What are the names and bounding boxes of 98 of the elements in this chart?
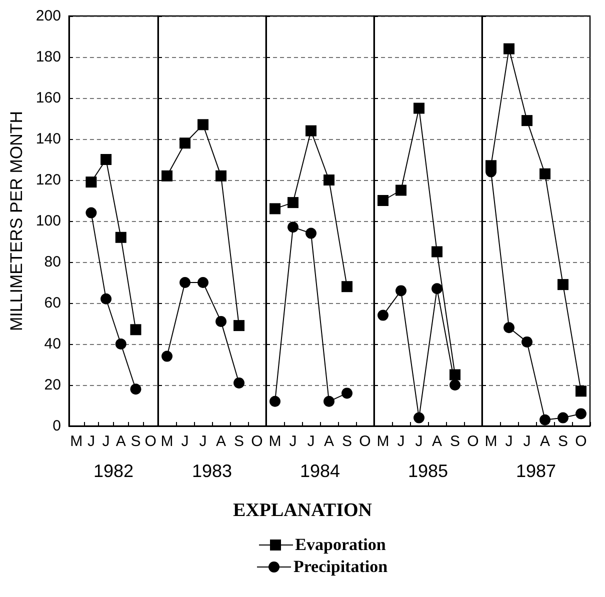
- point: [162, 350, 172, 362]
- point: [540, 168, 550, 180]
- point: [130, 384, 142, 395]
- legend-title: EXPLANATION: [232, 500, 373, 522]
- point: [378, 310, 388, 321]
- x-tick-label: J: [307, 433, 315, 450]
- x-tick-label: A: [216, 433, 226, 450]
- point: [180, 277, 190, 288]
- point: [540, 414, 550, 426]
- y-tick-label: 180: [36, 48, 61, 66]
- y-tick-label: 140: [36, 130, 61, 148]
- y-tick-label: 100: [36, 212, 61, 230]
- x-axis-title: 1983: [192, 461, 232, 481]
- point: [504, 322, 514, 334]
- x-tick-label: J: [289, 433, 297, 450]
- x-tick-label: J: [181, 433, 189, 450]
- point: [198, 277, 208, 288]
- point: [324, 396, 334, 407]
- point: [115, 338, 126, 350]
- point: [432, 246, 442, 258]
- point: [414, 102, 424, 114]
- x-axis-title: 1985: [408, 461, 448, 481]
- x-tick-label: J: [523, 433, 531, 450]
- legend-label: Precipitation: [293, 557, 388, 577]
- x-tick-label: M: [70, 433, 83, 450]
- point: [288, 222, 298, 233]
- x-axis-title: 1987: [516, 461, 556, 481]
- x-tick-label: M: [160, 433, 174, 450]
- point: [414, 412, 424, 424]
- point: [396, 184, 406, 196]
- x-tick-label: A: [540, 433, 550, 450]
- y-tick-label: 60: [44, 294, 61, 312]
- point: [86, 207, 97, 218]
- point: [432, 283, 442, 294]
- x-tick-label: S: [234, 433, 244, 450]
- y-tick-label: 200: [36, 8, 61, 24]
- x-tick-label: O: [467, 433, 479, 450]
- point: [306, 228, 316, 239]
- x-tick-label: J: [397, 433, 405, 450]
- point: [504, 43, 514, 54]
- point: [342, 388, 352, 399]
- point: [450, 369, 460, 380]
- x-tick-label: J: [505, 433, 513, 450]
- point: [234, 320, 244, 332]
- point: [115, 232, 126, 243]
- x-tick-label: J: [102, 433, 110, 450]
- x-tick-label: S: [558, 433, 568, 450]
- x-axis-title: 1984: [300, 461, 340, 481]
- point: [270, 396, 280, 407]
- point: [576, 408, 586, 420]
- point: [450, 380, 460, 390]
- legend-label: Evaporation: [295, 535, 386, 555]
- point: [234, 377, 244, 388]
- x-tick-label: A: [324, 433, 334, 450]
- y-axis-title: MILLIMETERS PER MONTH: [7, 110, 26, 332]
- point: [306, 125, 316, 136]
- x-tick-label: S: [450, 433, 460, 450]
- point: [162, 170, 172, 182]
- point: [86, 176, 97, 188]
- x-tick-label: S: [342, 433, 352, 450]
- y-tick-label: 120: [36, 172, 61, 188]
- point: [396, 285, 406, 296]
- x-tick-label: J: [415, 433, 423, 450]
- point: [342, 281, 352, 292]
- x-tick-label: M: [484, 433, 498, 450]
- x-tick-label: M: [376, 433, 390, 450]
- x-tick-label: S: [130, 433, 141, 450]
- point: [100, 154, 112, 165]
- point: [324, 174, 334, 186]
- point: [378, 195, 388, 206]
- point: [558, 279, 568, 290]
- y-tick-label: 40: [44, 336, 61, 352]
- point: [270, 203, 280, 214]
- x-tick-label: O: [144, 433, 156, 450]
- y-tick-label: 80: [44, 254, 61, 270]
- x-tick-label: M: [268, 433, 282, 450]
- y-tick-label: 160: [36, 90, 61, 106]
- point: [216, 170, 226, 182]
- point: [522, 336, 532, 348]
- point: [130, 324, 142, 336]
- y-tick-label: 0: [52, 418, 61, 434]
- x-tick-label: A: [116, 433, 126, 450]
- point: [180, 138, 190, 149]
- x-axis-title: 1982: [93, 461, 134, 481]
- point: [522, 115, 532, 126]
- y-tick-label: 20: [44, 376, 61, 394]
- point: [558, 412, 568, 424]
- x-tick-label: J: [199, 433, 207, 450]
- x-tick-label: A: [432, 433, 442, 450]
- x-tick-label: O: [575, 433, 587, 450]
- point: [576, 386, 586, 397]
- x-tick-label: O: [251, 433, 263, 450]
- point: [198, 119, 208, 130]
- x-tick-label: J: [87, 433, 95, 450]
- point: [216, 316, 226, 327]
- point: [100, 293, 112, 304]
- x-tick-label: O: [359, 433, 371, 450]
- point: [288, 197, 298, 208]
